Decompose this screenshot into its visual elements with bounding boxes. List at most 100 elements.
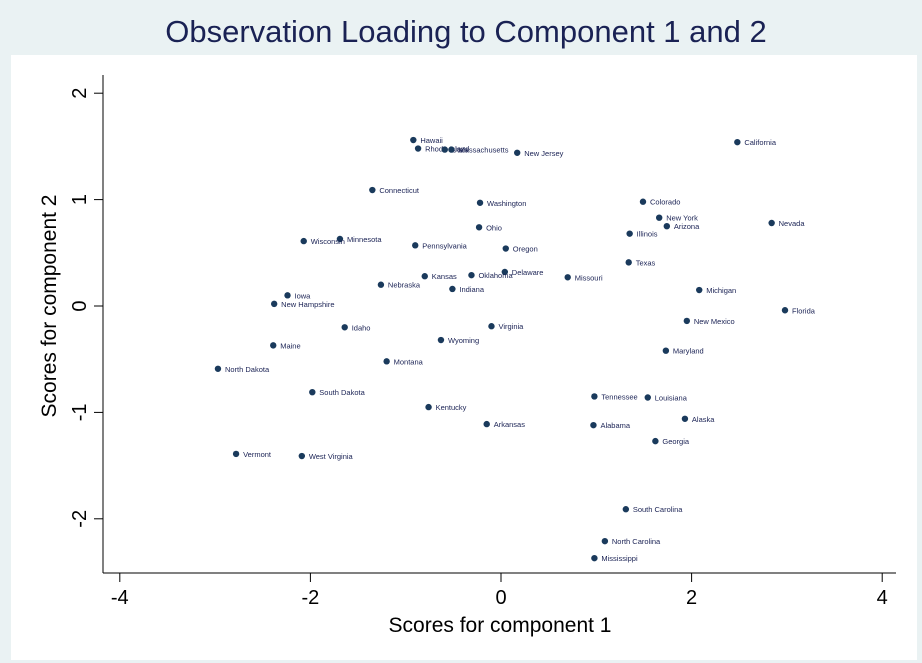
data-point-label: Texas <box>636 258 656 267</box>
x-axis-ticks: -4 -2 0 2 4 <box>111 573 888 609</box>
data-point <box>412 242 419 249</box>
data-point <box>232 450 240 458</box>
data-point <box>298 452 306 460</box>
data-point <box>448 146 455 153</box>
data-point <box>369 186 376 194</box>
data-point-label: California <box>744 138 777 147</box>
data-point-label: New Hampshire <box>281 300 334 309</box>
data-point-label: Washington <box>487 199 526 208</box>
y-axis-title: Scores for component 2 <box>38 195 61 418</box>
data-point <box>284 292 291 299</box>
data-point <box>483 420 490 428</box>
data-point <box>475 224 483 231</box>
y-axis-ticks: -2 -1 0 1 2 <box>69 88 103 528</box>
data-point-label: Wyoming <box>448 336 479 345</box>
data-point <box>488 323 495 330</box>
data-point-label: Nevada <box>779 219 806 228</box>
data-point-label: North Dakota <box>225 365 270 374</box>
data-point-label: Massachusetts <box>458 146 508 155</box>
data-point <box>377 281 385 288</box>
data-point <box>626 230 633 237</box>
data-point <box>652 437 659 445</box>
data-point-label: Kentucky <box>436 403 467 412</box>
y-tick-label: 1 <box>69 194 91 205</box>
data-point-label: South Dakota <box>319 388 365 397</box>
data-point-label: Mississippi <box>601 554 638 563</box>
data-point <box>502 245 509 252</box>
data-point <box>383 358 390 365</box>
data-point-label: West Virginia <box>309 452 354 461</box>
data-point-label: North Carolina <box>612 537 661 546</box>
data-point-label: Iowa <box>295 291 312 300</box>
x-tick-label: 4 <box>877 587 888 609</box>
data-point <box>662 347 670 354</box>
data-point <box>655 214 663 221</box>
chart-title: Observation Loading to Component 1 and 2 <box>165 14 766 49</box>
data-point-label: New York <box>666 214 698 223</box>
data-point-label: Missouri <box>575 273 603 282</box>
plot-area <box>11 55 917 660</box>
data-point <box>441 146 448 153</box>
data-point <box>625 259 632 266</box>
data-point <box>300 237 307 245</box>
data-point <box>514 149 521 156</box>
data-point <box>468 271 475 279</box>
data-point <box>768 219 775 227</box>
data-point <box>601 537 609 545</box>
data-point-label: Alaska <box>692 415 715 424</box>
data-point-label: Michigan <box>706 286 736 295</box>
data-point <box>341 324 348 331</box>
data-point <box>663 223 671 230</box>
data-point-label: Arizona <box>674 222 700 231</box>
data-point-label: Indiana <box>459 285 484 294</box>
data-point <box>425 403 432 411</box>
data-point <box>501 268 509 276</box>
data-point <box>410 136 417 144</box>
data-point-label: Maine <box>280 341 300 350</box>
data-point-label: Kansas <box>432 272 457 281</box>
data-point <box>622 506 630 513</box>
data-point-label: Ohio <box>486 223 502 232</box>
data-point-label: New Jersey <box>524 149 563 158</box>
data-point-label: Minnesota <box>347 235 382 244</box>
data-point <box>270 300 278 308</box>
data-point <box>214 365 222 372</box>
x-tick-label: -4 <box>111 587 129 609</box>
data-point <box>336 235 344 243</box>
data-point-label: Nebraska <box>388 281 421 290</box>
data-point <box>564 274 571 281</box>
data-point-label: Vermont <box>243 450 272 459</box>
data-point-label: Montana <box>394 357 424 366</box>
data-point <box>696 286 703 294</box>
data-point <box>734 138 741 146</box>
data-point <box>683 317 691 325</box>
data-point-label: Illinois <box>637 230 658 239</box>
data-point-label: Idaho <box>352 323 371 332</box>
data-point-label: New Mexico <box>694 317 735 326</box>
data-point-label: Pennsylvania <box>422 241 467 250</box>
data-point-label: Colorado <box>650 198 680 207</box>
data-point-label: Hawaii <box>420 136 443 145</box>
data-point-label: Oklahoma <box>478 271 513 280</box>
data-point-label: Louisiana <box>655 394 688 403</box>
x-tick-label: 0 <box>495 587 506 609</box>
data-point-label: Alabama <box>600 421 630 430</box>
data-point <box>681 415 689 422</box>
data-point-label: Wisconsin <box>311 237 345 246</box>
data-point <box>639 198 647 205</box>
y-tick-label: -1 <box>69 404 91 422</box>
data-point-label: South Carolina <box>633 505 683 514</box>
data-point <box>437 336 445 344</box>
data-point <box>414 145 422 152</box>
x-axis-title: Scores for component 1 <box>389 614 612 637</box>
y-tick-label: 2 <box>69 88 91 99</box>
data-point <box>421 273 428 280</box>
data-point-label: Florida <box>792 306 816 315</box>
data-point-label: Connecticut <box>379 186 420 195</box>
data-point <box>781 307 789 314</box>
data-point-label: Oregon <box>513 245 538 254</box>
data-point <box>590 421 597 429</box>
data-point <box>591 554 598 562</box>
